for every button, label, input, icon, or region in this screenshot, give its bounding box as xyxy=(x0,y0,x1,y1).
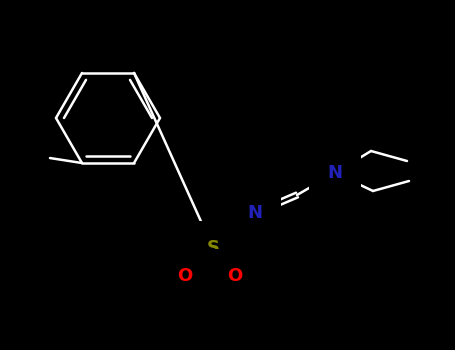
Text: S: S xyxy=(207,239,219,257)
Text: O: O xyxy=(228,267,243,285)
Text: N: N xyxy=(328,164,343,182)
Text: O: O xyxy=(177,267,192,285)
Text: N: N xyxy=(248,204,263,222)
